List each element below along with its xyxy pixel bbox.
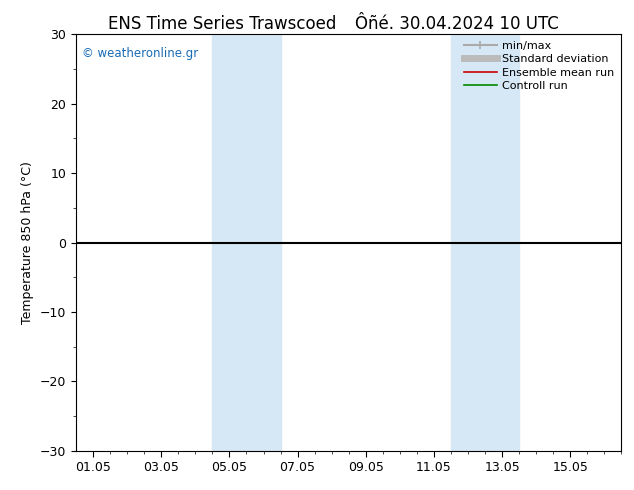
Legend: min/max, Standard deviation, Ensemble mean run, Controll run: min/max, Standard deviation, Ensemble me…	[459, 37, 619, 96]
Y-axis label: Temperature 850 hPa (°C): Temperature 850 hPa (°C)	[22, 161, 34, 324]
Bar	[451, 34, 519, 451]
Text: Ôñé. 30.04.2024 10 UTC: Ôñé. 30.04.2024 10 UTC	[354, 15, 559, 33]
Text: © weatheronline.gr: © weatheronline.gr	[82, 47, 198, 60]
Bar	[212, 34, 280, 451]
Text: ENS Time Series Trawscoed: ENS Time Series Trawscoed	[108, 15, 336, 33]
